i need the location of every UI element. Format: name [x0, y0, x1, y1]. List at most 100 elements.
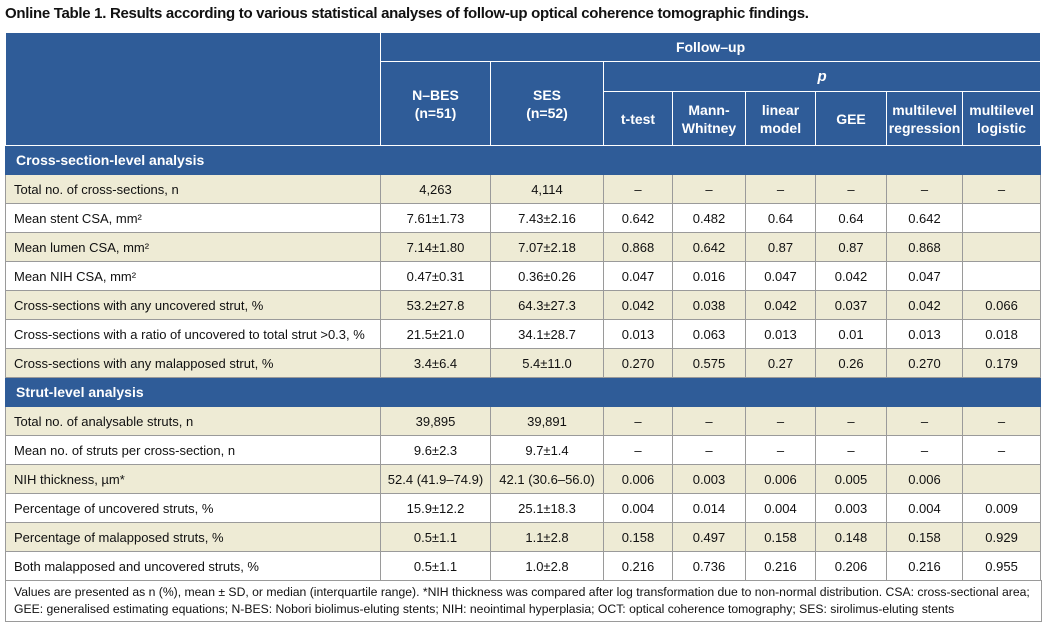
value-cell: 3.4±6.4	[380, 348, 491, 378]
header-line: (n=52)	[526, 104, 568, 121]
empty-cell	[961, 203, 1042, 233]
value-cell: 0.87	[815, 232, 887, 262]
value-cell: 0.047	[886, 261, 963, 291]
header-line: t-test	[620, 110, 656, 127]
row-label: Cross-sections with any malapposed strut…	[5, 348, 381, 378]
value-cell: 0.575	[672, 348, 746, 378]
data-row: Both malapposed and uncovered struts, % 0…	[5, 551, 1042, 581]
value-cell: –	[745, 174, 816, 204]
value-cell: 0.36±0.26	[490, 261, 604, 291]
value-cell: 0.497	[672, 522, 746, 552]
value-cell: 0.004	[745, 493, 816, 523]
value-cell: –	[886, 406, 963, 436]
value-cell: 4,114	[490, 174, 604, 204]
value-cell: 42.1 (30.6–56.0)	[490, 464, 604, 494]
data-row: Total no. of analysable struts, n 39,895 3…	[5, 406, 1042, 436]
value-cell: 1.1±2.8	[490, 522, 604, 552]
value-cell: 0.158	[603, 522, 673, 552]
data-row: Total no. of cross-sections, n 4,263 4,114…	[5, 174, 1042, 204]
row-label: Cross-sections with any uncovered strut,…	[5, 290, 381, 320]
row-label: Mean stent CSA, mm²	[5, 203, 381, 233]
value-cell: 0.868	[603, 232, 673, 262]
value-cell: 0.270	[603, 348, 673, 378]
value-cell: –	[961, 406, 1042, 436]
section-title: Cross-section-level analysis	[4, 145, 1042, 175]
value-cell: 0.270	[886, 348, 963, 378]
data-row: NIH thickness, µm* 52.4 (41.9–74.9) 42.1 (…	[5, 464, 1042, 494]
value-cell: 0.47±0.31	[380, 261, 491, 291]
value-cell: 0.004	[603, 493, 673, 523]
row-label: Percentage of malapposed struts, %	[5, 522, 381, 552]
header-line: linear	[761, 101, 800, 118]
data-row: Mean lumen CSA, mm² 7.14±1.80 7.07±2.18 0.8…	[5, 232, 1042, 262]
header-cell: Follow–up	[379, 32, 1042, 62]
p-column-header: t-test	[603, 91, 673, 146]
empty-cell	[961, 261, 1042, 291]
header-cell: p	[602, 61, 1042, 92]
header-line: multilevel	[969, 101, 1034, 118]
header-line: regression	[888, 119, 961, 136]
value-cell: 0.87	[745, 232, 816, 262]
data-row: Mean NIH CSA, mm² 0.47±0.31 0.36±0.26 0.047…	[5, 261, 1042, 291]
value-cell: 7.14±1.80	[380, 232, 491, 262]
value-cell: 0.929	[961, 522, 1042, 552]
empty-cell	[961, 232, 1042, 262]
header-line: GEE	[836, 110, 866, 127]
value-cell: –	[961, 174, 1042, 204]
value-cell: 0.148	[815, 522, 887, 552]
value-cell: 0.013	[886, 319, 963, 349]
value-cell: 7.07±2.18	[490, 232, 604, 262]
value-cell: 0.047	[745, 261, 816, 291]
value-cell: 0.26	[815, 348, 887, 378]
value-cell: 0.179	[961, 348, 1042, 378]
value-cell: 9.6±2.3	[380, 435, 491, 465]
value-cell: 0.014	[672, 493, 746, 523]
value-cell: 0.006	[745, 464, 816, 494]
p-column-header: multilevel logistic	[961, 91, 1042, 146]
row-label: Both malapposed and uncovered struts, %	[5, 551, 381, 581]
data-row: Cross-sections with any malapposed strut…	[5, 348, 1042, 378]
value-cell: –	[672, 435, 746, 465]
data-row: Percentage of uncovered struts, % 15.9±12…	[5, 493, 1042, 523]
value-cell: 0.736	[672, 551, 746, 581]
section-title: Strut-level analysis	[4, 377, 1042, 407]
row-label: Total no. of analysable struts, n	[5, 406, 381, 436]
value-cell: –	[815, 406, 887, 436]
value-cell: 0.013	[745, 319, 816, 349]
value-cell: 64.3±27.3	[490, 290, 604, 320]
value-cell: 0.5±1.1	[380, 551, 491, 581]
value-cell: 0.063	[672, 319, 746, 349]
value-cell: –	[745, 406, 816, 436]
value-cell: 0.64	[745, 203, 816, 233]
value-cell: 0.042	[603, 290, 673, 320]
value-cell: 0.005	[815, 464, 887, 494]
table-header: Follow–up N–BES (n=51) SES (n=52) p t-test…	[5, 32, 1042, 146]
value-cell: 0.216	[886, 551, 963, 581]
value-cell: 7.43±2.16	[490, 203, 604, 233]
value-cell: 0.64	[815, 203, 887, 233]
empty-cell	[961, 464, 1042, 494]
value-cell: 0.066	[961, 290, 1042, 320]
table-body: Cross-section-level analysis Total no. of…	[4, 145, 1042, 581]
value-cell: 25.1±18.3	[490, 493, 604, 523]
section-row: Cross-section-level analysis	[4, 145, 1042, 175]
value-cell: 0.016	[672, 261, 746, 291]
value-cell: 0.482	[672, 203, 746, 233]
value-cell: –	[815, 174, 887, 204]
header-line: multilevel	[892, 101, 957, 118]
group-header: N–BES (n=51)	[380, 61, 491, 146]
value-cell: 0.047	[603, 261, 673, 291]
header-line: logistic	[977, 119, 1027, 136]
header-line: N–BES	[412, 86, 459, 103]
value-cell: 0.003	[815, 493, 887, 523]
value-cell: 0.042	[886, 290, 963, 320]
value-cell: 0.868	[886, 232, 963, 262]
value-cell: –	[886, 174, 963, 204]
value-cell: 0.642	[886, 203, 963, 233]
value-cell: 0.642	[603, 203, 673, 233]
p-column-header: Mann- Whitney	[672, 91, 746, 146]
value-cell: 21.5±21.0	[380, 319, 491, 349]
value-cell: 0.01	[815, 319, 887, 349]
value-cell: 9.7±1.4	[490, 435, 604, 465]
value-cell: –	[603, 435, 673, 465]
